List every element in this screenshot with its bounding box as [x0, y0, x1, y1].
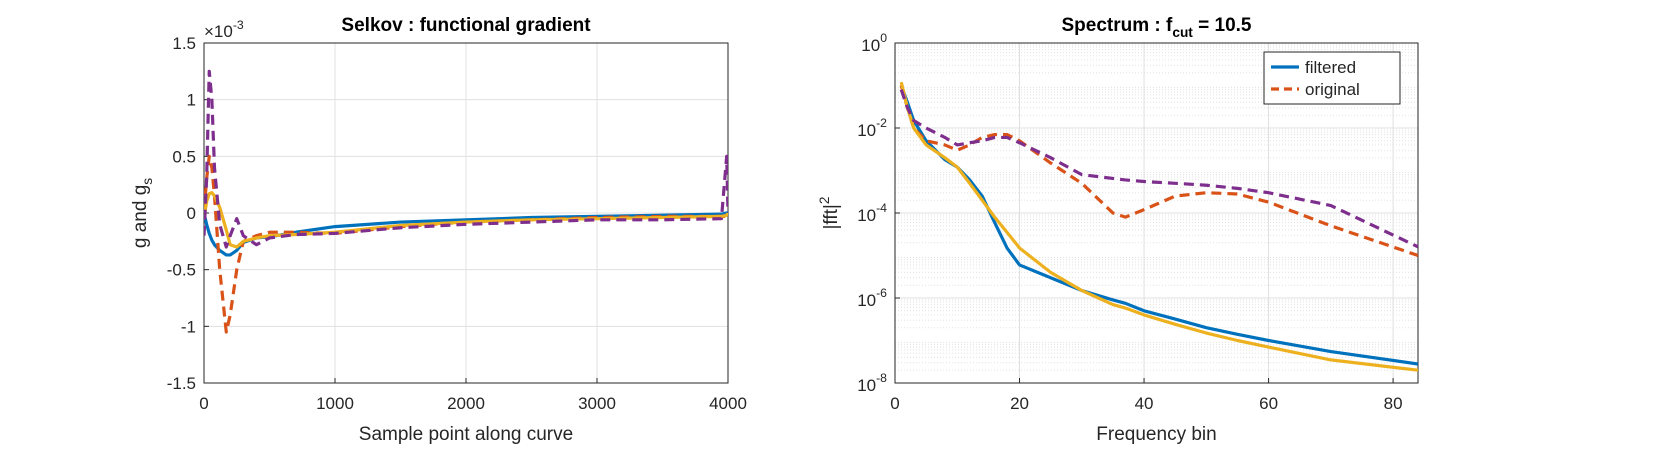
y-tick-label: 10-8 [857, 371, 887, 395]
x-tick-label: 20 [1010, 394, 1029, 413]
y-tick-label: 1.5 [172, 34, 196, 53]
y-axis-label-part: 2 [817, 197, 832, 205]
series-line [899, 89, 1418, 249]
x-axis-label: Sample point along curve [359, 424, 573, 445]
y-tick-label: 1 [187, 91, 196, 110]
chart-title-part: cut [1172, 25, 1193, 40]
chart-title-part: Spectrum : f [1061, 15, 1173, 36]
chart-title-part: Selkov : functional gradient [341, 15, 591, 36]
x-tick-label: 0 [890, 394, 899, 413]
chart-title-part: = 10.5 [1193, 15, 1252, 36]
x-tick-label: 0 [199, 394, 208, 413]
series-line [204, 69, 728, 249]
y-multiplier: ×10-3 [204, 18, 244, 41]
x-tick-label: 1000 [316, 394, 354, 413]
axes: -1.5 -1 -0.5 0 0.5 1 1.5 0 1000 2000 3000 4000 [167, 34, 747, 413]
y-tick-label: 10-2 [857, 116, 887, 140]
x-tick-label: 4000 [709, 394, 747, 413]
y-axis-label-part: g and g [130, 185, 151, 248]
axes-box [894, 42, 1419, 384]
y-tick-label: 10-4 [857, 201, 887, 225]
series-line [204, 154, 728, 334]
legend-box [1263, 51, 1401, 105]
y-axis-label-part: |fft| [821, 204, 842, 229]
x-tick-label: 80 [1384, 394, 1403, 413]
x-tick-label: 3000 [578, 394, 616, 413]
y-multiplier-part: -3 [233, 18, 244, 32]
y-axis-label: g and gs [130, 178, 155, 248]
series-line [204, 191, 728, 249]
chart-title: Spectrum : fcut = 10.5 [1061, 15, 1251, 40]
y-tick-label: -1.5 [167, 374, 196, 393]
legend-label: original [1305, 80, 1360, 99]
series-line [899, 81, 1418, 372]
x-axis-label: Frequency bin [1096, 424, 1216, 445]
legend-label: filtered [1305, 58, 1356, 77]
y-tick-label: 0.5 [172, 147, 196, 166]
y-tick-label: 0 [187, 204, 196, 223]
x-tick-label: 40 [1135, 394, 1154, 413]
y-multiplier-part: ×10 [204, 22, 233, 41]
y-axis-label: |fft|2 [817, 197, 842, 230]
series-line [899, 84, 1418, 366]
chart-title: Selkov : functional gradient [341, 15, 591, 36]
y-axis-label-part: s [140, 178, 155, 185]
x-tick-label: 2000 [447, 394, 485, 413]
y-tick-label: 10-6 [857, 286, 887, 310]
y-tick-label: -0.5 [167, 261, 196, 280]
y-tick-label: -1 [181, 317, 196, 336]
x-tick-label: 60 [1259, 394, 1278, 413]
y-tick-label: 100 [861, 31, 887, 55]
